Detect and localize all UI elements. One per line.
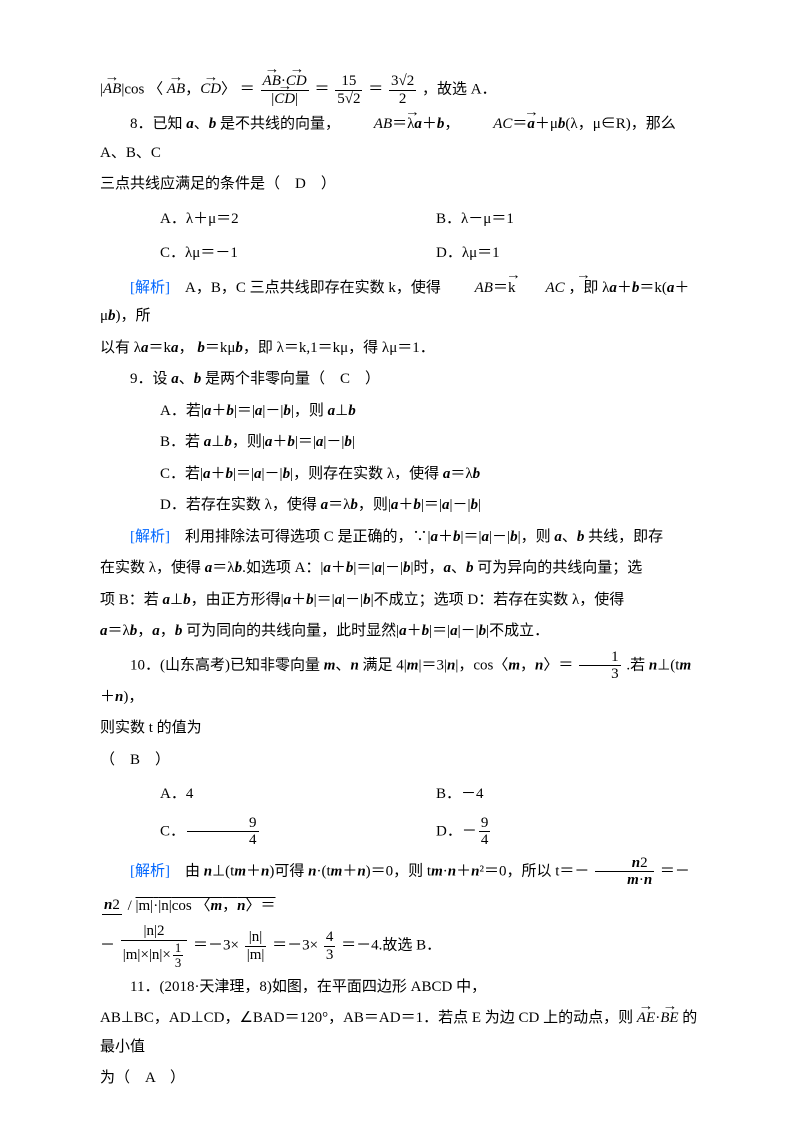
q9-analysis-2: 在实数 λ，使得 a＝λb.如选项 A：|a＋b|＝|a|－|b|时，a、b 可… [100,554,700,583]
q9-opt-a: A．若|a＋b|＝|a|－|b|，则 a⊥b [100,397,700,426]
analysis-label: [解析] [130,280,170,296]
q9-analysis-4: a＝λb，a，b 可为同向的共线向量，此时显然|a＋b|＝|a|－|b|不成立． [100,617,700,646]
q11-stem-2: AB⊥BC，AD⊥CD，∠BAD＝120°，AB＝AD＝1．若点 E 为边 CD… [100,1004,700,1061]
q9-opt-d: D．若存在实数 λ，使得 a＝λb，则|a＋b|＝|a|－|b| [100,491,700,520]
q10-analysis-3: － |n|2 |m|×|n|×13 ＝－3× |n||m| ＝－3× 43 ＝－… [100,923,700,970]
q10-opt-b: B．－4 [436,780,700,809]
q9-opt-b: B．若 a⊥b，则|a＋b|＝|a|－|b| [100,428,700,457]
q8-analysis-1: [解析] A，B，C 三点共线即存在实数 k，使得 →AB＝k→AC ，即 λa… [100,274,700,331]
q9-opt-c: C．若|a＋b|＝|a|－|b|，则存在实数 λ，使得 a＝λb [100,460,700,489]
q9-analysis-3: 项 B：若 a⊥b，由正方形得|a＋b|＝|a|－|b|不成立；选项 D：若存在… [100,586,700,615]
q8-opt-c: C．λμ＝－1 [100,239,436,268]
q8-opt-b: B．λ－μ＝1 [436,205,700,234]
q9-analysis-1: [解析] 利用排除法可得选项 C 是正确的，∵|a＋b|＝|a|－|b|，则 a… [100,523,700,552]
q10-stem-2: 则实数 t 的值为 [100,714,700,743]
q10-brace: （ B ） [100,746,700,775]
q10-opt-a: A．4 [100,780,436,809]
q10-opt-c: C．94 [100,815,436,849]
q10-analysis-1: [解析] 由 n⊥(tm＋n)可得 n·(tm＋n)＝0，则 tm·n＋n²＝0… [100,855,700,889]
analysis-label: [解析] [130,529,170,545]
q8-opt-a: A．λ＋μ＝2 [100,205,436,234]
q11-stem-1: 11．(2018·天津理，8)如图，在平面四边形 ABCD 中， [100,973,700,1002]
q10-analysis-2: n2 / |m|·|n|cos 〈m，n〉＝ [100,892,700,921]
page: |→AB|cos 〈 →AB，→CD〉 ＝ →AB·→CD |→CD| ＝ 15… [0,0,800,1132]
q8-stem-2: 三点共线应满足的条件是（ D ） [100,170,700,199]
q9-stem: 9．设 a、b 是两个非零向量（ C ） [100,365,700,394]
analysis-label: [解析] [130,863,170,879]
q11-stem-3: 为（ A ） [100,1064,700,1093]
q10-opt-d: D．－94 [436,815,700,849]
q8-stem-1: 8．已知 a、b 是不共线的向量， →AB＝λa＋b， →AC＝a＋μb(λ，μ… [100,110,700,167]
q8-analysis-2: 以有 λa＝ka， b＝kμb，即 λ＝k,1＝kμ，得 λμ＝1． [100,334,700,363]
q10-stem-1: 10．(山东高考)已知非零向量 m、n 满足 4|m|＝3|n|，cos〈m，n… [100,649,700,712]
